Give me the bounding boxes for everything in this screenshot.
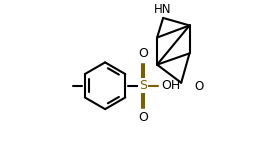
Text: O: O: [138, 47, 148, 60]
Text: HN: HN: [154, 3, 171, 16]
Text: OH: OH: [161, 79, 180, 92]
Text: O: O: [138, 111, 148, 124]
Text: S: S: [139, 79, 147, 92]
Text: O: O: [194, 80, 203, 93]
